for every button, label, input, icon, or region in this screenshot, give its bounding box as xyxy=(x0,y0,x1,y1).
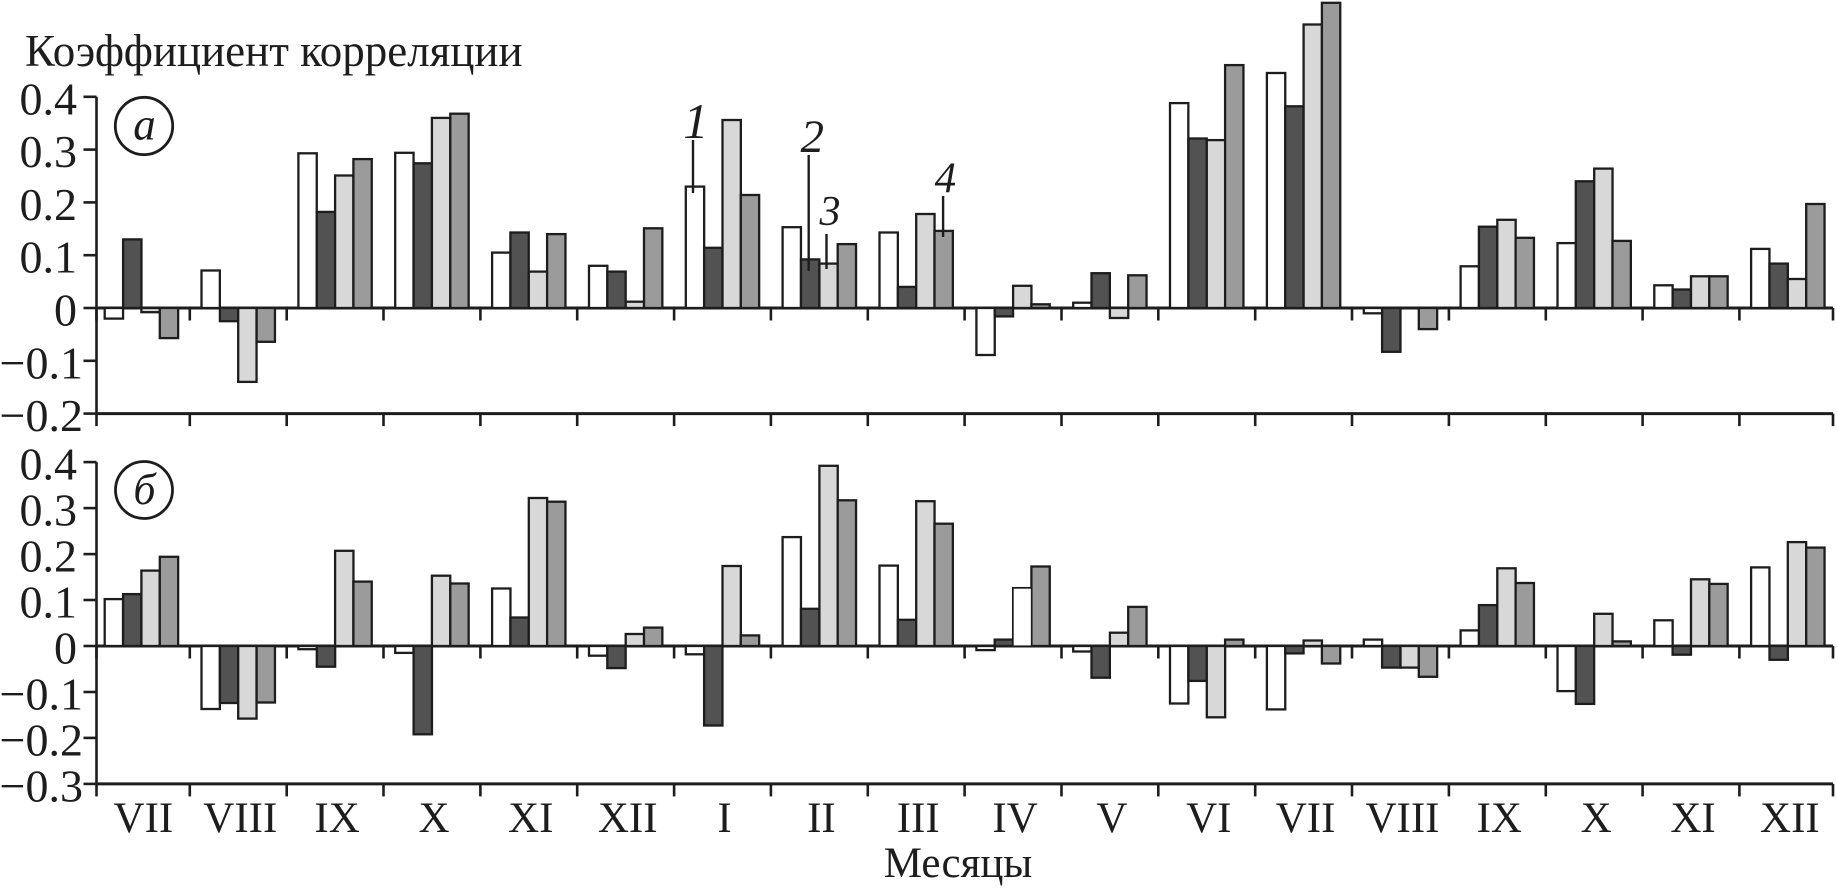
svg-text:2: 2 xyxy=(800,111,824,163)
svg-text:−0.1: −0.1 xyxy=(0,669,83,720)
svg-text:0: 0 xyxy=(54,623,77,674)
svg-text:Коэффициент корреляции: Коэффициент корреляции xyxy=(25,26,523,76)
svg-text:X: X xyxy=(418,795,449,842)
svg-text:б: б xyxy=(133,465,157,514)
svg-text:IX: IX xyxy=(314,795,359,842)
svg-text:−0.2: −0.2 xyxy=(0,714,83,765)
svg-text:XI: XI xyxy=(508,795,553,842)
svg-text:III: III xyxy=(897,795,940,842)
svg-text:0.4: 0.4 xyxy=(20,439,78,490)
svg-text:0.1: 0.1 xyxy=(20,577,78,628)
svg-text:−0.2: −0.2 xyxy=(0,390,83,441)
svg-text:X: X xyxy=(1581,795,1612,842)
svg-text:VII: VII xyxy=(114,795,174,842)
svg-text:VII: VII xyxy=(1276,795,1336,842)
svg-text:IX: IX xyxy=(1477,795,1522,842)
svg-text:I: I xyxy=(717,795,731,842)
svg-text:VIII: VIII xyxy=(1365,795,1439,842)
svg-text:V: V xyxy=(1096,795,1127,842)
svg-text:0.2: 0.2 xyxy=(20,179,78,230)
svg-text:0.3: 0.3 xyxy=(20,485,78,536)
svg-text:3: 3 xyxy=(819,189,841,235)
svg-text:IV: IV xyxy=(992,795,1037,842)
svg-text:0.2: 0.2 xyxy=(20,531,78,582)
svg-text:XII: XII xyxy=(598,795,658,842)
svg-text:VIII: VIII xyxy=(203,795,277,842)
svg-text:0.1: 0.1 xyxy=(20,232,78,283)
svg-text:а: а xyxy=(133,100,156,150)
svg-text:II: II xyxy=(807,795,836,842)
svg-text:−0.3: −0.3 xyxy=(0,760,83,811)
svg-text:−0.1: −0.1 xyxy=(0,337,83,388)
svg-text:0.3: 0.3 xyxy=(20,126,78,177)
svg-text:0: 0 xyxy=(54,285,77,336)
svg-text:0.4: 0.4 xyxy=(20,73,78,124)
svg-text:1: 1 xyxy=(683,93,708,149)
svg-text:XI: XI xyxy=(1670,795,1715,842)
svg-text:Месяцы: Месяцы xyxy=(884,840,1033,887)
svg-text:XII: XII xyxy=(1760,795,1820,842)
svg-text:VI: VI xyxy=(1186,795,1231,842)
svg-text:4: 4 xyxy=(935,155,957,202)
